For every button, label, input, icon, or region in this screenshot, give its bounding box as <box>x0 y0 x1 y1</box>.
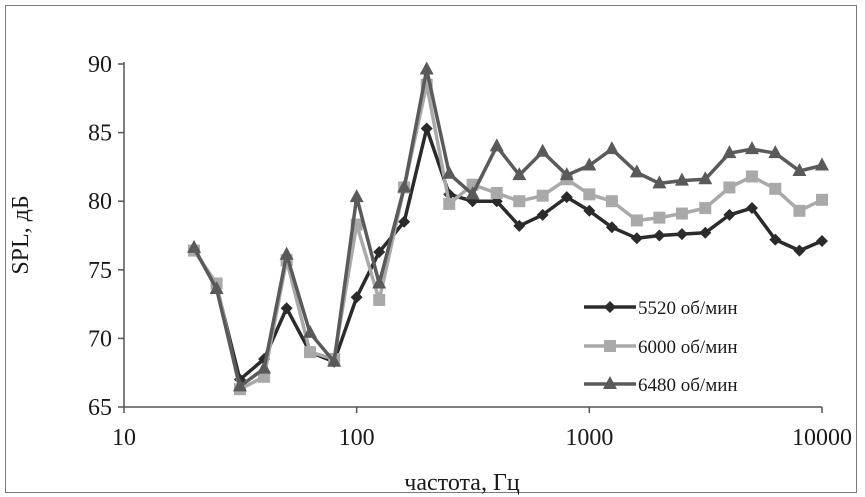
data-point <box>398 215 411 228</box>
series-3 <box>187 61 829 392</box>
data-point <box>675 228 688 241</box>
data-point <box>303 346 316 359</box>
legend-label: 5520 об/мин <box>638 298 738 319</box>
legend-marker <box>604 301 616 313</box>
tick-labels: 65 70 75 80 85 90 10 100 1000 10000 <box>88 52 852 451</box>
series-line <box>192 67 823 389</box>
data-point <box>604 141 619 155</box>
legend-marker <box>603 376 617 389</box>
data-point <box>397 179 412 193</box>
data-point <box>560 191 573 204</box>
data-point <box>512 167 527 181</box>
data-point <box>583 188 596 201</box>
data-point <box>816 193 828 206</box>
data-point <box>513 195 526 208</box>
data-point <box>419 61 434 75</box>
data-point <box>699 202 712 215</box>
data-point <box>722 145 737 159</box>
data-point <box>420 122 433 135</box>
data-point <box>674 172 689 186</box>
data-point <box>769 233 782 246</box>
data-point <box>373 293 386 306</box>
data-point <box>536 189 549 202</box>
y-tick-label: 80 <box>88 189 112 215</box>
data-point <box>489 138 504 152</box>
data-point <box>465 186 480 200</box>
x-tick-label: 1000 <box>565 425 613 451</box>
chart-frame <box>5 5 857 493</box>
series-lines <box>187 61 829 396</box>
data-point <box>209 281 224 295</box>
data-point <box>443 197 456 210</box>
data-point <box>653 211 666 224</box>
data-point <box>490 186 503 199</box>
data-point <box>768 145 783 159</box>
data-point <box>793 204 806 217</box>
y-tick-label: 90 <box>88 52 112 78</box>
data-point <box>769 182 782 195</box>
data-point <box>652 175 667 189</box>
data-point <box>258 370 271 383</box>
series-2 <box>188 78 828 396</box>
data-point <box>583 204 596 217</box>
legend-marker <box>604 340 616 352</box>
axes <box>123 62 822 408</box>
data-point <box>745 202 758 215</box>
data-point <box>372 275 387 289</box>
series-line <box>192 126 823 382</box>
data-point <box>373 245 386 258</box>
data-point <box>630 232 643 245</box>
data-point <box>442 165 457 179</box>
series-line <box>192 82 823 391</box>
data-point <box>653 229 666 242</box>
data-point <box>279 246 294 260</box>
legend-label: 6480 об/мин <box>638 375 738 396</box>
x-tick-label: 10 <box>112 425 136 451</box>
data-point <box>792 163 807 177</box>
y-tick-label: 65 <box>88 395 112 421</box>
data-point <box>350 291 363 304</box>
data-point <box>302 324 317 338</box>
data-point <box>630 214 643 227</box>
y-tick-label: 75 <box>88 258 112 284</box>
data-point <box>349 189 364 203</box>
data-point <box>745 170 758 183</box>
x-tick-label: 100 <box>339 425 375 451</box>
data-point <box>513 219 526 232</box>
legend: 5520 об/мин 6000 об/мин 6480 об/мин <box>584 298 738 396</box>
legend-label: 6000 об/мин <box>638 337 738 358</box>
data-point <box>582 157 597 171</box>
data-point <box>605 195 618 208</box>
data-point <box>257 360 272 374</box>
data-point <box>723 208 736 221</box>
x-axis-label: частота, Гц <box>404 470 520 496</box>
data-point <box>698 171 713 185</box>
data-point <box>723 181 736 194</box>
data-point <box>327 353 342 367</box>
data-point <box>815 157 829 171</box>
data-point <box>187 239 202 253</box>
y-axis-label: SPL, дБ <box>8 195 34 274</box>
y-tick-label: 85 <box>88 121 112 147</box>
data-point <box>536 208 549 221</box>
data-point <box>675 207 688 220</box>
data-point <box>816 234 828 247</box>
y-tick-label: 70 <box>88 326 112 352</box>
data-point <box>793 244 806 257</box>
data-point <box>559 167 574 181</box>
x-tick-label: 10000 <box>792 425 852 451</box>
data-point <box>280 302 293 315</box>
data-point <box>232 378 247 392</box>
data-point <box>629 164 644 178</box>
data-point <box>699 226 712 239</box>
data-point <box>744 141 759 155</box>
data-point <box>535 143 550 157</box>
data-point <box>605 221 618 234</box>
